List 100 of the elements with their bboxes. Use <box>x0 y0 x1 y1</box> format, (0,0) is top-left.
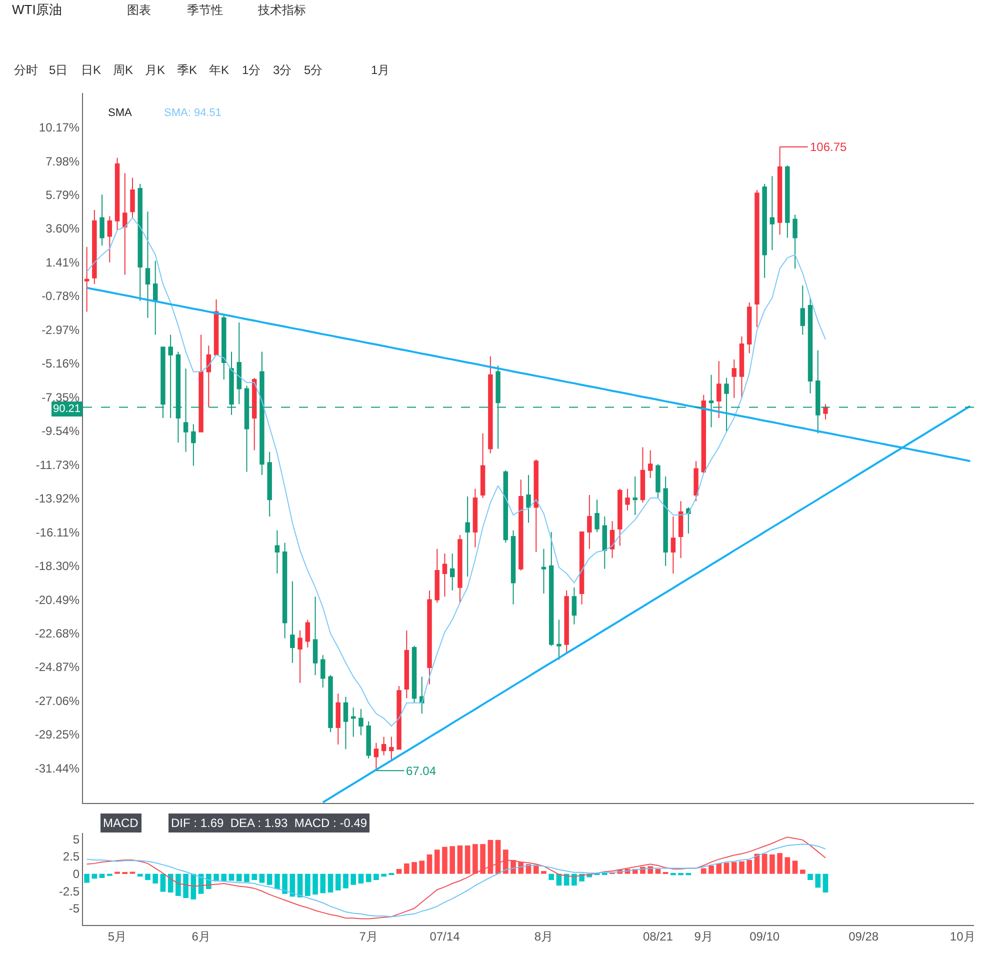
candlestick <box>663 476 668 566</box>
bar <box>442 846 448 874</box>
bar <box>236 874 242 882</box>
x-tick-label: 9月 <box>694 929 713 944</box>
bar <box>777 853 782 874</box>
bar <box>464 845 470 874</box>
candlestick <box>84 246 90 312</box>
annotation: 67.04 <box>406 764 436 778</box>
candlestick <box>366 720 371 759</box>
candlestick <box>808 297 813 394</box>
bar <box>815 874 821 888</box>
y-tick-label: -2.5 <box>58 884 80 898</box>
candlestick <box>465 496 470 578</box>
candlestick <box>298 630 302 684</box>
bar <box>655 868 661 874</box>
candlestick <box>381 736 386 756</box>
annotation: 106.75 <box>810 140 848 154</box>
bar <box>792 860 798 874</box>
candlestick <box>625 488 630 511</box>
candlestick <box>214 298 219 356</box>
candlestick <box>792 214 798 270</box>
candlestick <box>670 516 676 574</box>
bar <box>419 860 425 874</box>
candlestick <box>100 194 104 246</box>
candlestick <box>656 464 660 499</box>
candlestick <box>694 460 698 502</box>
candlestick <box>168 334 173 418</box>
candlestick <box>396 685 402 750</box>
candlestick <box>716 360 722 418</box>
candlestick <box>427 590 432 685</box>
bar <box>244 874 250 882</box>
candlestick <box>206 345 212 408</box>
x-tick-label: 6月 <box>192 929 210 944</box>
candlestick <box>724 377 729 432</box>
y-tick-label: 7.98% <box>46 154 80 168</box>
candlestick <box>152 260 158 336</box>
bar <box>770 854 775 874</box>
candlestick <box>548 531 554 646</box>
candlestick <box>754 190 760 328</box>
candlestick <box>572 586 577 625</box>
bar <box>99 874 105 878</box>
y-tick-label: -31.44% <box>34 761 80 776</box>
bar <box>426 854 432 874</box>
y-tick-label: -2.97% <box>42 322 80 337</box>
y-tick-label: -7.35% <box>42 390 80 404</box>
x-tick-label: 08/21 <box>642 929 674 944</box>
y-tick-label: -5.16% <box>42 356 80 371</box>
candlestick <box>556 619 562 660</box>
candlestick <box>191 424 196 466</box>
bar <box>274 874 280 890</box>
bar <box>335 874 341 890</box>
candlestick <box>518 479 524 571</box>
candlestick <box>222 314 226 380</box>
y-tick-label: 1.41% <box>46 255 80 270</box>
candlestick <box>404 630 410 699</box>
bar <box>822 874 828 892</box>
candlestick <box>350 707 356 738</box>
bar <box>328 874 334 892</box>
candlestick <box>618 488 622 546</box>
candlestick <box>602 516 608 570</box>
candlestick <box>762 183 767 278</box>
y-tick-label: -18.30% <box>34 559 80 574</box>
candlestick <box>252 377 257 451</box>
bar <box>374 874 379 880</box>
text: 3分 <box>273 63 292 77</box>
candlestick <box>610 520 615 559</box>
text: 1月 <box>371 63 390 77</box>
candlestick <box>374 742 379 772</box>
y-tick-label: 5.79% <box>46 188 80 202</box>
candlestick <box>800 285 806 336</box>
y-tick-label: 5 <box>72 832 80 846</box>
y-tick-label: -29.25% <box>34 728 80 742</box>
y-tick-label: -22.68% <box>34 626 80 640</box>
text: 年K <box>209 63 230 77</box>
text: 5分 <box>304 63 323 77</box>
candlestick <box>503 470 508 544</box>
bar <box>366 874 372 882</box>
bar <box>541 871 546 874</box>
bar <box>358 874 364 884</box>
bar <box>800 870 806 874</box>
bar <box>731 862 737 874</box>
annotation: SMA <box>108 107 132 119</box>
candlestick <box>343 696 348 750</box>
bar <box>784 857 790 874</box>
candlestick <box>640 446 646 504</box>
candlestick <box>92 210 97 284</box>
bar <box>137 874 143 877</box>
candlestick <box>632 476 638 516</box>
candlestick <box>267 451 272 518</box>
candlestick <box>282 542 288 639</box>
candlestick <box>274 530 280 574</box>
candlestick <box>434 548 440 604</box>
candlestick <box>770 176 775 251</box>
candlestick <box>739 336 744 398</box>
annotation: 90.21 <box>53 403 81 415</box>
candlestick <box>594 499 600 532</box>
candlestick <box>579 531 584 605</box>
bar <box>412 862 417 874</box>
bar <box>266 874 272 885</box>
candlestick <box>107 216 112 263</box>
